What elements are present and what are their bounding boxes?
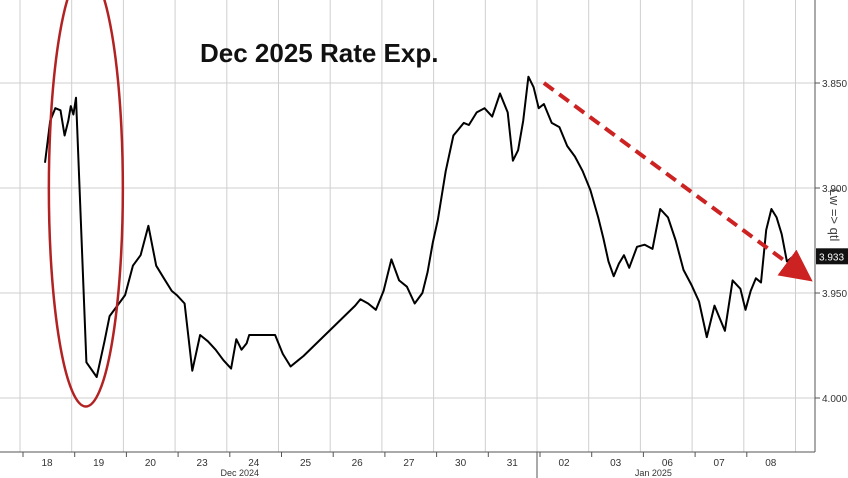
x-tick-label: 19 [93,458,105,469]
x-tick-label: 07 [714,458,726,469]
x-tick-label: 18 [41,458,53,469]
last-value-label: 3.933 [819,252,844,263]
y-tick-label: 4.000 [822,394,847,405]
series-line [44,75,793,378]
trend-arrow [542,81,813,282]
axis-side-label: Lw => qtl [827,189,842,242]
y-tick-label: 3.950 [822,289,847,300]
series-layer [44,75,793,378]
x-tick-label: 30 [455,458,467,469]
x-tick-label: 20 [145,458,157,469]
x-group-label: Jan 2025 [635,468,672,478]
x-tick-label: 27 [403,458,415,469]
x-tick-label: 08 [765,458,777,469]
y-tick-label: 3.900 [822,184,847,195]
chart-title: Dec 2025 Rate Exp. [200,38,438,68]
grid-layer [0,0,815,452]
x-tick-label: 26 [352,458,364,469]
x-group-label: Dec 2024 [221,468,260,478]
x-tick-label: 06 [662,458,674,469]
annotation-layer [47,0,813,408]
highlight-ellipse [47,0,125,408]
last-value-badge [816,248,848,265]
x-tick-label: 25 [300,458,312,469]
x-tick-label: 31 [507,458,519,469]
x-tick-label: 02 [558,458,570,469]
x-tick-label: 03 [610,458,622,469]
x-tick-label: 24 [248,458,260,469]
x-tick-label: 23 [197,458,209,469]
y-tick-label: 3.850 [822,79,847,90]
